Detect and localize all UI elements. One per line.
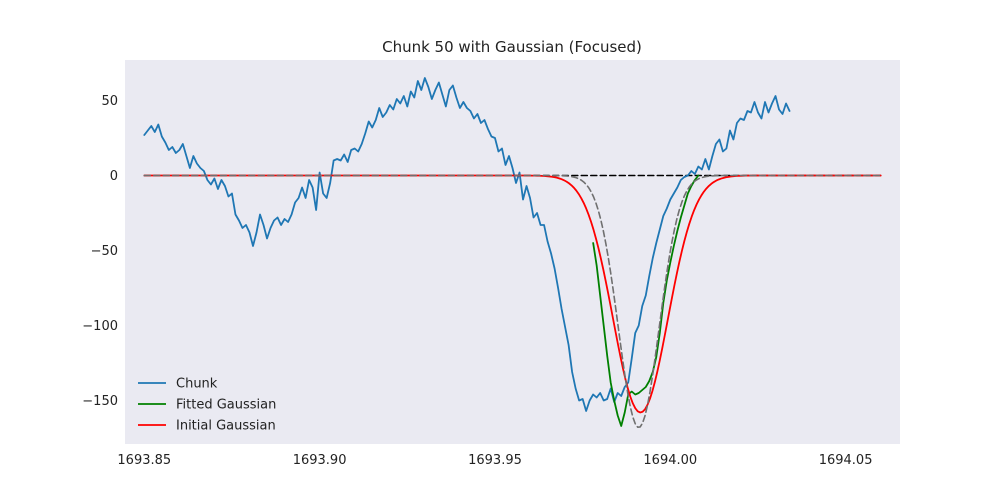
x-tick-label: 1694.00 [643,453,697,468]
series-layer [143,77,882,428]
chart-legend: Chunk Fitted Gaussian Initial Gaussian [138,377,276,434]
chart-title: Chunk 50 with Gaussian (Focused) [382,38,642,56]
y-tick-label: 50 [101,94,118,109]
x-axis-ticks: 1693.85 1693.90 1693.95 1694.00 1694.05 [117,453,872,468]
x-tick-label: 1694.05 [819,453,873,468]
x-tick-label: 1693.95 [468,453,522,468]
fitted-gaussian-series-line [592,174,700,427]
y-tick-label: −150 [82,394,118,409]
legend-label: Initial Gaussian [176,419,276,434]
legend-label: Fitted Gaussian [176,398,276,413]
x-tick-label: 1693.90 [293,453,347,468]
legend-label: Chunk [176,377,218,392]
dashed-reference-series-line [143,174,882,428]
x-tick-label: 1693.85 [117,453,171,468]
y-tick-label: −50 [91,244,118,259]
y-axis-ticks: 50 0 −50 −100 −150 [82,94,118,409]
y-tick-label: −100 [82,319,118,334]
y-tick-label: 0 [110,169,118,184]
chunk-series-line [143,77,791,412]
plot-area [125,60,900,444]
